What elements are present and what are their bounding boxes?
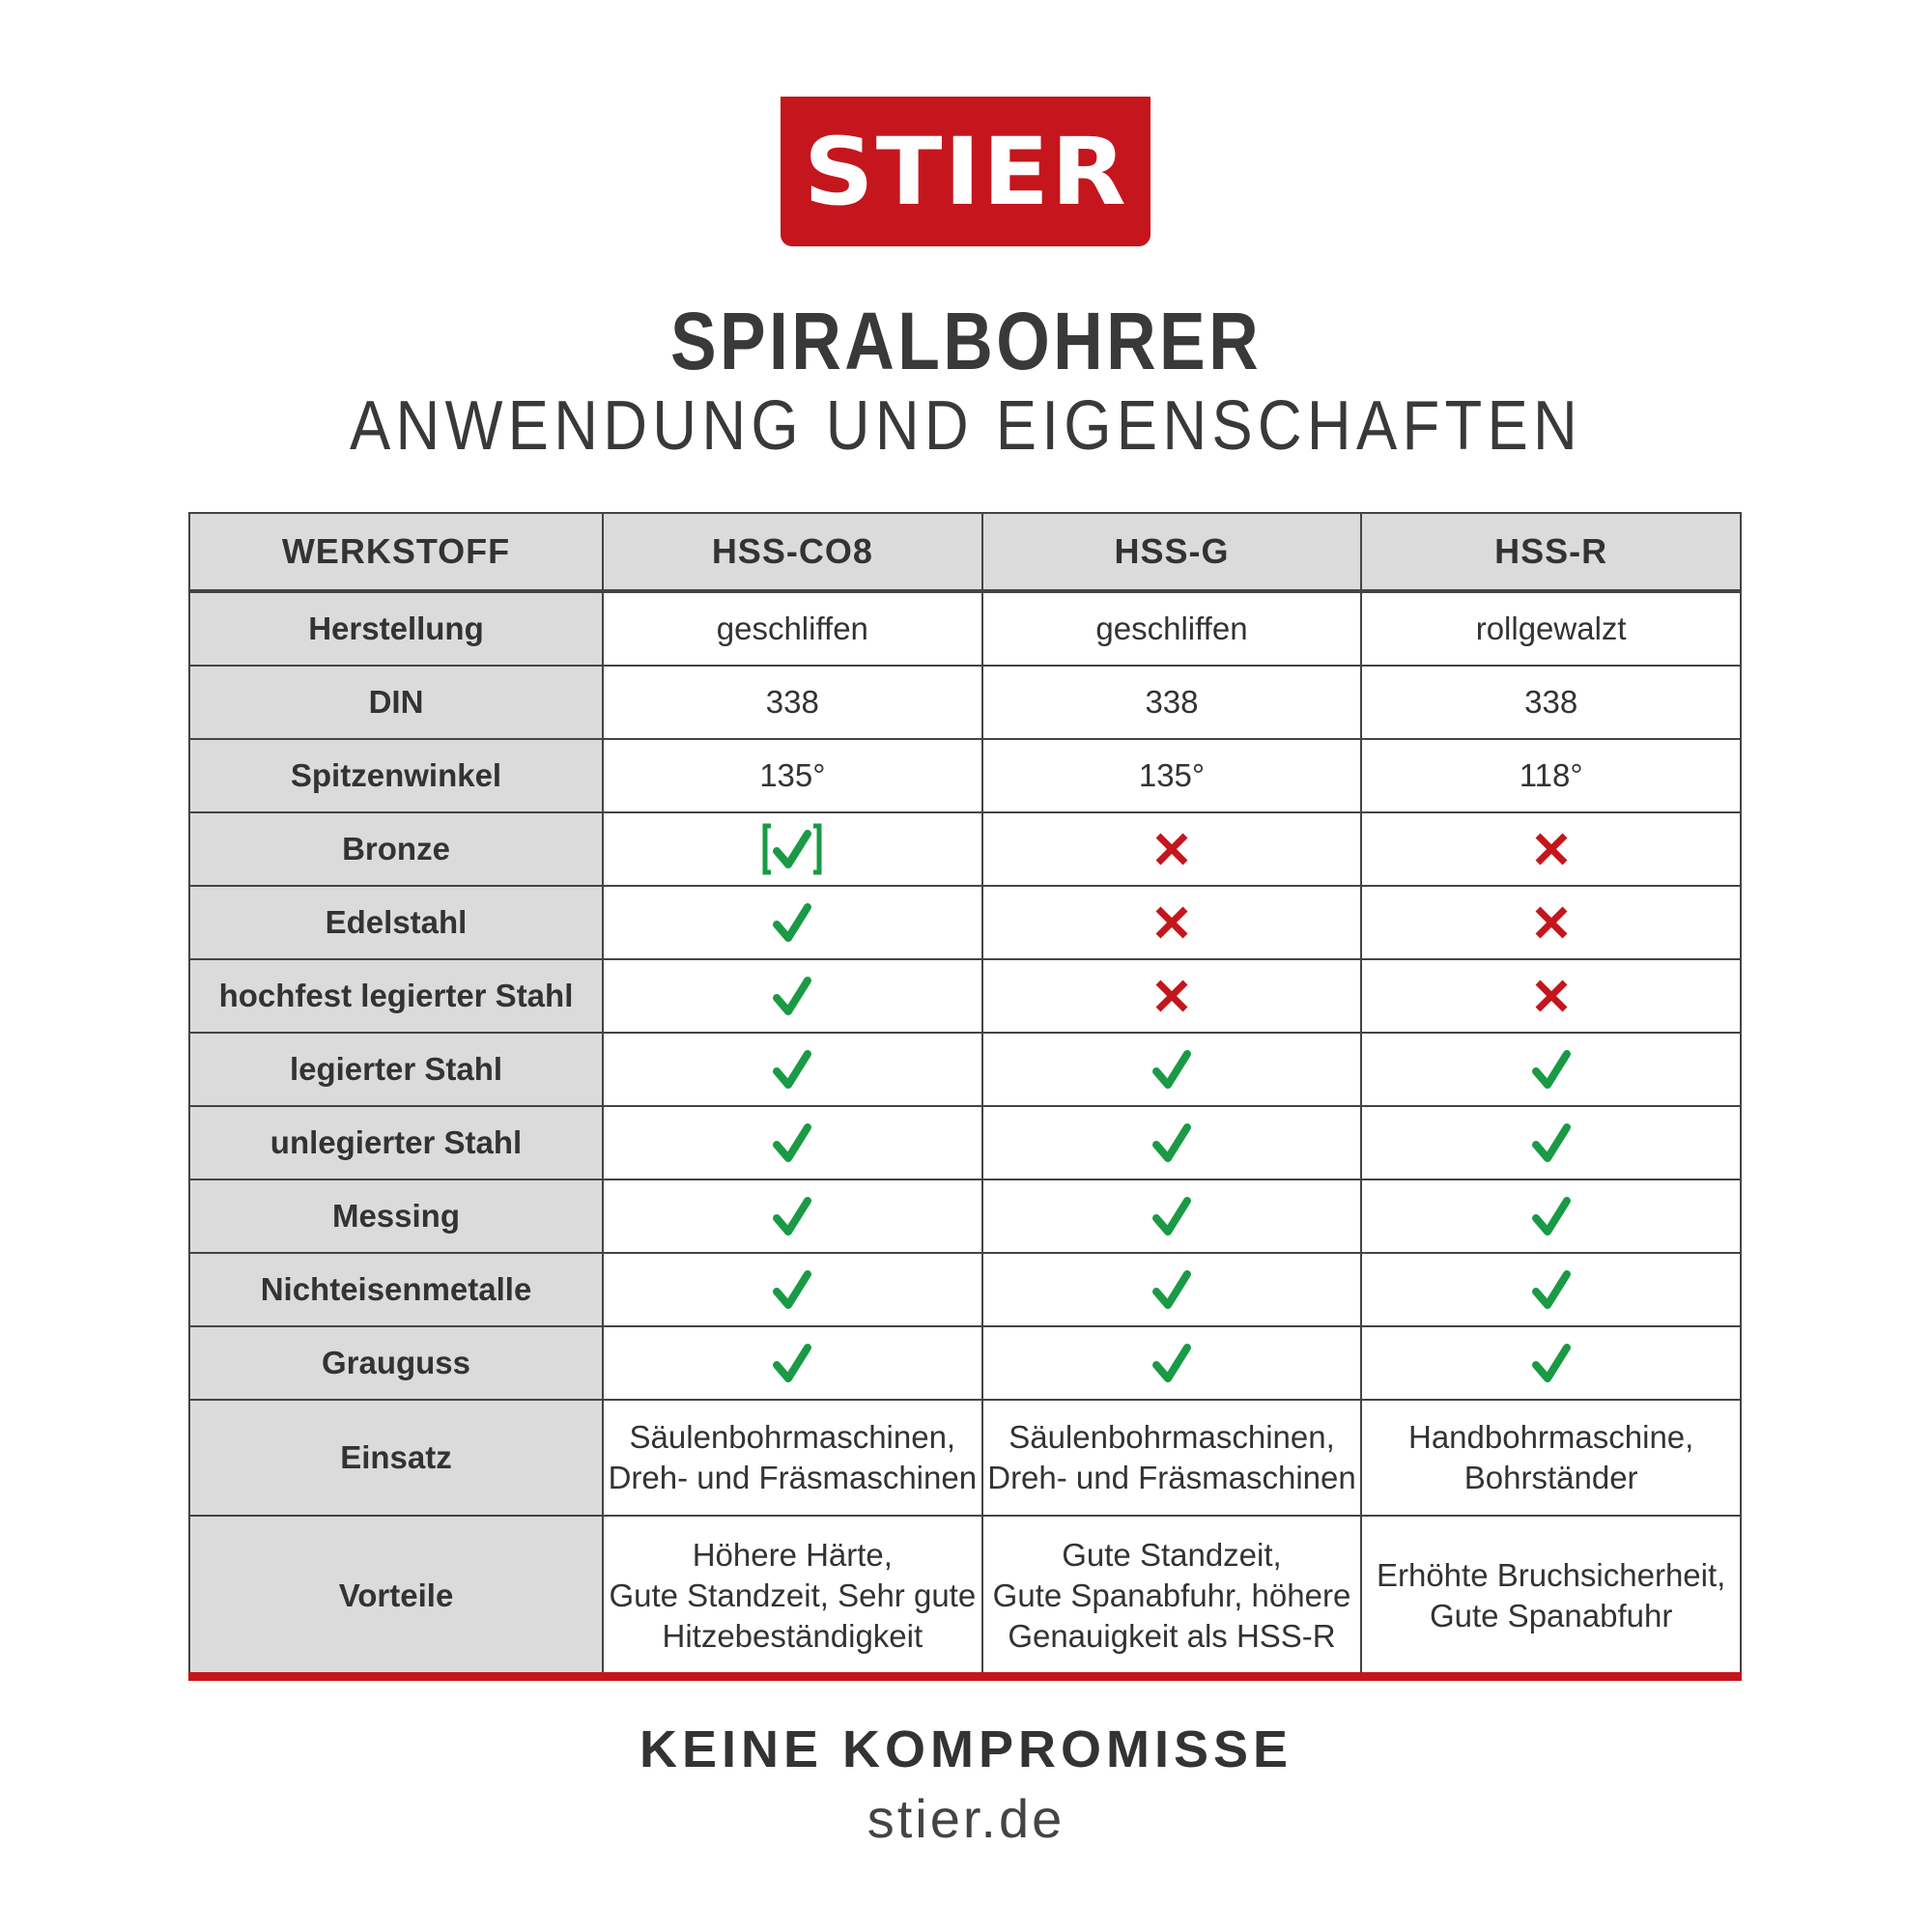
table-row: Edelstahl <box>188 885 1742 960</box>
table-row: Bronze <box>188 811 1742 887</box>
red-divider <box>188 1672 1742 1681</box>
comparison-table: WERKSTOFF HSS-CO8 HSS-G HSS-R Herstellung ge… <box>188 512 1742 1676</box>
check-icon <box>602 811 983 887</box>
table-row: hochfest legierter Stahl <box>188 958 1742 1034</box>
page-title: SPIRALBOHRER <box>669 296 1263 386</box>
check-icon <box>602 958 983 1034</box>
check-icon <box>602 1325 983 1401</box>
cross-icon <box>1360 811 1742 887</box>
check-icon <box>1360 1179 1742 1254</box>
row-label: legierter Stahl <box>188 1032 604 1107</box>
column-header: HSS-G <box>980 512 1363 593</box>
check-icon <box>980 1032 1363 1107</box>
stier-logo: STIER <box>781 97 1151 246</box>
table-cell: 338 <box>980 665 1363 740</box>
table-row: unlegierter Stahl <box>188 1105 1742 1180</box>
table-row: Einsatz Säulenbohrmaschinen, Dreh- und Fr… <box>188 1399 1742 1517</box>
row-label: Einsatz <box>188 1399 604 1517</box>
table-cell: rollgewalzt <box>1360 590 1742 667</box>
row-label: DIN <box>188 665 604 740</box>
check-icon <box>602 1179 983 1254</box>
row-label: Vorteile <box>188 1515 604 1676</box>
table-cell: geschliffen <box>980 590 1363 667</box>
check-icon <box>602 1032 983 1107</box>
row-label: Bronze <box>188 811 604 887</box>
table-cell: Erhöhte Bruchsicherheit, Gute Spanabfuhr <box>1360 1515 1742 1676</box>
table-header-row: WERKSTOFF HSS-CO8 HSS-G HSS-R <box>188 512 1742 593</box>
row-label: Spitzenwinkel <box>188 738 604 813</box>
column-header: HSS-CO8 <box>602 512 983 593</box>
check-icon <box>1360 1252 1742 1327</box>
check-icon <box>980 1252 1363 1327</box>
slogan: KEINE KOMPROMISSE <box>639 1720 1293 1778</box>
table-row: Herstellung geschliffen geschliffen rollgew… <box>188 590 1742 667</box>
table-cell: 338 <box>1360 665 1742 740</box>
check-icon <box>602 1105 983 1180</box>
table-row: Messing <box>188 1179 1742 1254</box>
table-cell: Säulenbohrmaschinen, Dreh- und Fräsmasch… <box>602 1399 983 1517</box>
row-label: Messing <box>188 1179 604 1254</box>
table-cell: Höhere Härte, Gute Standzeit, Sehr gute … <box>602 1515 983 1676</box>
row-label: Edelstahl <box>188 885 604 960</box>
row-label: unlegierter Stahl <box>188 1105 604 1180</box>
table-cell: Säulenbohrmaschinen, Dreh- und Fräsmasch… <box>980 1399 1363 1517</box>
table-row: Nichteisenmetalle <box>188 1252 1742 1327</box>
cross-icon <box>1360 885 1742 960</box>
column-header: WERKSTOFF <box>188 512 604 593</box>
page-subtitle: ANWENDUNG UND EIGENSCHAFTEN <box>349 387 1583 465</box>
table-cell: Gute Standzeit, Gute Spanabfuhr, höhere … <box>980 1515 1363 1676</box>
check-icon <box>1360 1032 1742 1107</box>
website-link[interactable]: stier.de <box>867 1788 1065 1849</box>
cross-icon <box>980 811 1363 887</box>
check-icon <box>980 1179 1363 1254</box>
row-label: Herstellung <box>188 590 604 667</box>
row-label: Nichteisenmetalle <box>188 1252 604 1327</box>
table-cell: 338 <box>602 665 983 740</box>
table-cell: 135° <box>602 738 983 813</box>
check-icon <box>1360 1325 1742 1401</box>
logo-text: STIER <box>803 117 1128 226</box>
table-row: Vorteile Höhere Härte, Gute Standzeit, Se… <box>188 1515 1742 1676</box>
table-row: legierter Stahl <box>188 1032 1742 1107</box>
check-icon <box>602 1252 983 1327</box>
table-cell: 135° <box>980 738 1363 813</box>
cross-icon <box>1360 958 1742 1034</box>
table-row: Spitzenwinkel 135° 135° 118° <box>188 738 1742 813</box>
cross-icon <box>980 958 1363 1034</box>
table-row: DIN 338 338 338 <box>188 665 1742 740</box>
table-row: Grauguss <box>188 1325 1742 1401</box>
table-cell: geschliffen <box>602 590 983 667</box>
table-cell: Handbohrmaschine, Bohrständer <box>1360 1399 1742 1517</box>
row-label: hochfest legierter Stahl <box>188 958 604 1034</box>
check-icon <box>980 1325 1363 1401</box>
check-icon <box>602 885 983 960</box>
column-header: HSS-R <box>1360 512 1742 593</box>
row-label: Grauguss <box>188 1325 604 1401</box>
table-cell: 118° <box>1360 738 1742 813</box>
cross-icon <box>980 885 1363 960</box>
check-icon <box>980 1105 1363 1180</box>
check-icon <box>1360 1105 1742 1180</box>
